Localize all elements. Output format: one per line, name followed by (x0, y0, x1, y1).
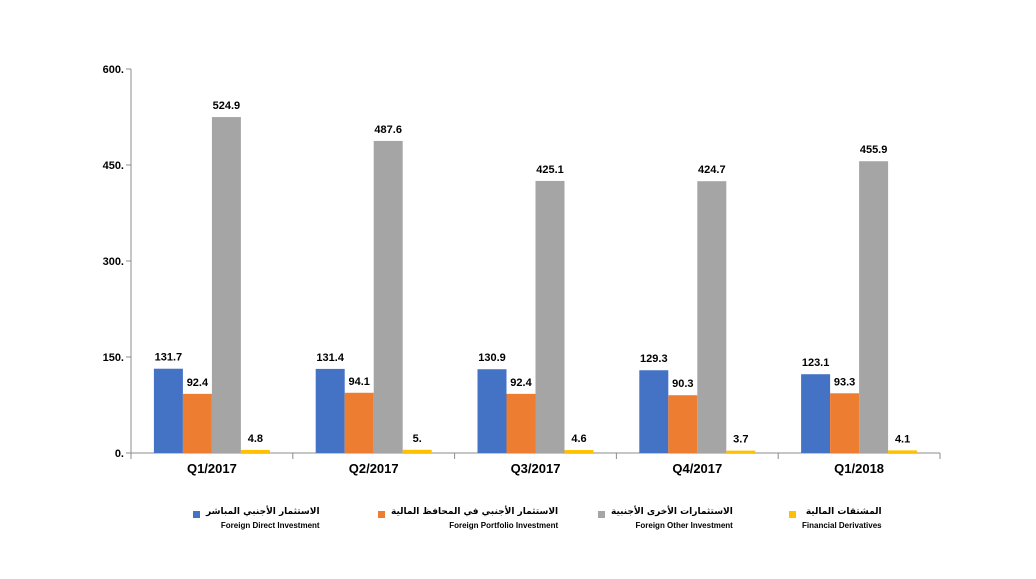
category-label: Q2/2017 (349, 461, 399, 476)
data-label: 90.3 (672, 378, 693, 390)
y-tick-label: 150. (103, 352, 124, 364)
data-label: 131.7 (155, 352, 183, 364)
bar (153, 368, 183, 453)
legend-label-ar: الاستثمار الأجنبي في المحافظ المالية (391, 507, 559, 517)
category-label: Q1/2018 (834, 461, 884, 476)
bar (830, 393, 860, 453)
bar (402, 449, 432, 453)
y-tick-label: 300. (103, 256, 124, 268)
data-label: 424.7 (698, 164, 726, 176)
category-label: Q4/2017 (672, 461, 722, 476)
legend-item-other: الاستثمارات الأخرى الأجنبية Foreign Othe… (598, 506, 733, 532)
legend-label-ar: المشتقات المالية (805, 507, 882, 517)
bar (315, 368, 345, 453)
bar (697, 181, 727, 453)
legend: الاستثمار الأجنبي المباشر Foreign Direct… (0, 506, 1036, 546)
legend-item-portfolio: الاستثمار الأجنبي في المحافظ المالية For… (378, 506, 558, 532)
bar (344, 392, 374, 453)
data-label: 129.3 (640, 353, 668, 365)
category-label: Q1/2017 (187, 461, 237, 476)
legend-swatch-other (598, 511, 605, 518)
data-label: 4.6 (571, 433, 586, 445)
data-label: 5. (413, 433, 422, 445)
bar (477, 369, 507, 453)
data-label: 455.9 (860, 144, 888, 156)
bar (564, 450, 594, 453)
legend-label-en: Financial Derivatives (802, 521, 882, 530)
legend-swatch-portfolio (378, 511, 385, 518)
data-label: 130.9 (478, 352, 506, 364)
data-label: 93.3 (834, 376, 855, 388)
y-tick-label: 450. (103, 160, 124, 172)
bar (726, 450, 756, 453)
legend-label-en: Foreign Other Investment (635, 521, 733, 530)
bar (506, 393, 536, 453)
bar (639, 370, 669, 453)
bar (211, 117, 241, 454)
data-label: 123.1 (802, 357, 830, 369)
data-label: 92.4 (510, 377, 532, 389)
y-tick-label: 0. (115, 448, 124, 460)
legend-label-ar: الاستثمار الأجنبي المباشر (206, 507, 320, 517)
data-label: 4.1 (895, 433, 910, 445)
data-label: 3.7 (733, 434, 748, 446)
bar (801, 374, 831, 453)
bar (373, 140, 403, 453)
data-label: 131.4 (316, 352, 344, 364)
data-label: 425.1 (536, 164, 564, 176)
data-label: 94.1 (348, 376, 369, 388)
legend-label-ar: الاستثمارات الأخرى الأجنبية (611, 507, 733, 517)
data-label: 92.4 (187, 377, 209, 389)
data-label: 4.8 (248, 433, 263, 445)
bar (535, 180, 565, 453)
bar (182, 393, 212, 453)
data-label: 487.6 (374, 124, 402, 136)
legend-item-derivatives: المشتقات المالية Financial Derivatives (789, 506, 882, 532)
legend-item-fdi: الاستثمار الأجنبي المباشر Foreign Direct… (193, 506, 320, 532)
bar (668, 395, 698, 453)
data-label: 524.9 (213, 100, 241, 112)
legend-swatch-fdi (193, 511, 200, 518)
bar (240, 449, 270, 453)
legend-label-en: Foreign Direct Investment (220, 521, 320, 530)
category-label: Q3/2017 (511, 461, 561, 476)
legend-swatch-derivatives (789, 511, 796, 518)
legend-label-en: Foreign Portfolio Investment (449, 521, 559, 530)
bar (859, 161, 889, 453)
y-tick-label: 600. (103, 64, 124, 76)
bar (888, 450, 918, 453)
